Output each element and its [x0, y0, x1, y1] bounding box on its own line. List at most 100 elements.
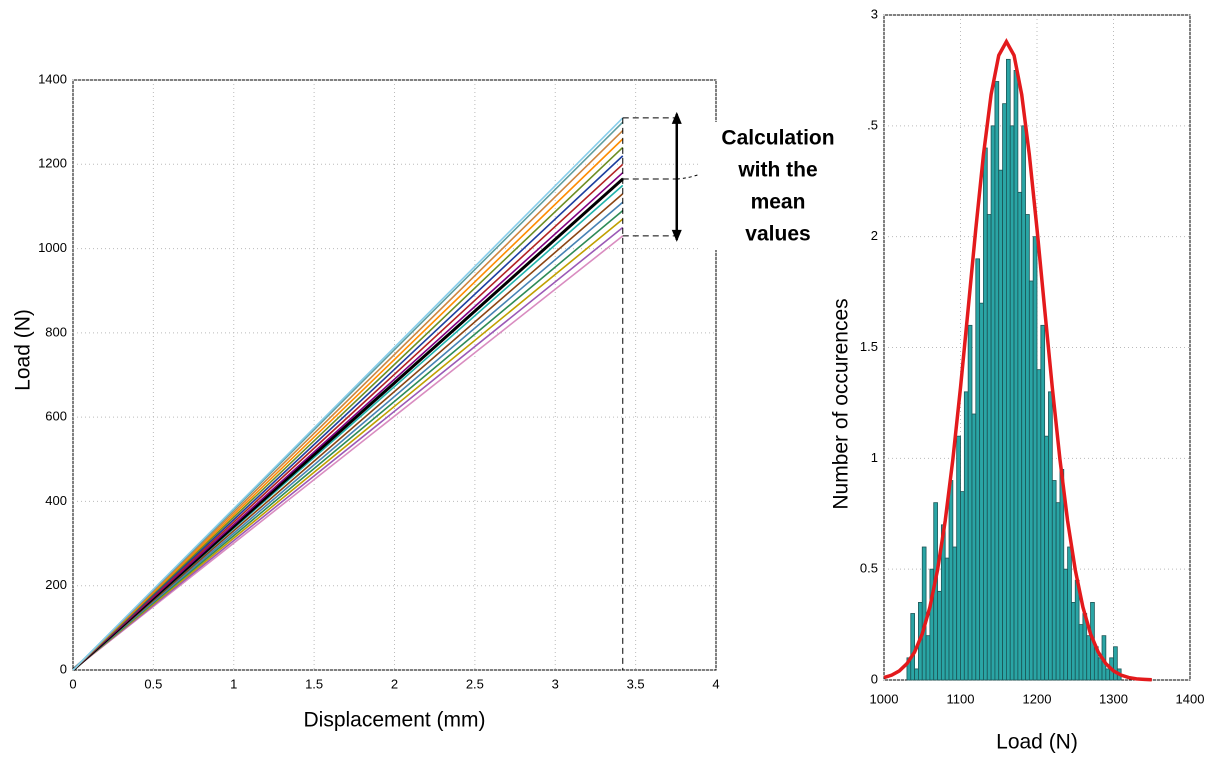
histogram-bar [937, 590, 942, 681]
y-tick-label: 1200 [38, 156, 67, 171]
data-line [72, 146, 624, 671]
x-tick-label: 0.5 [144, 676, 162, 691]
histogram-bar [1040, 324, 1046, 681]
histogram-bar [1021, 125, 1026, 681]
histogram-bar [1044, 435, 1049, 681]
histogram-bar [1025, 214, 1030, 681]
y-tick-label: 600 [45, 409, 67, 424]
histogram-bar [1013, 70, 1019, 681]
histogram-bar [944, 557, 950, 681]
fit-curve [883, 38, 1152, 682]
data-line [72, 117, 624, 671]
y-tick-label: 0.5 [860, 561, 878, 576]
histogram-bar [1006, 58, 1011, 681]
x-tick-label: 2.5 [466, 676, 484, 691]
x-tick-label: 3 [552, 676, 559, 691]
histogram-bar [1063, 568, 1069, 681]
histogram-bar [971, 413, 977, 681]
data-line [72, 210, 624, 671]
x-tick-label: 1000 [870, 691, 899, 706]
histogram-bar [994, 81, 1000, 681]
x-tick-label: 1300 [1099, 691, 1128, 706]
y-tick-label: 3 [871, 6, 878, 21]
y-tick-label: 1.5 [860, 339, 878, 354]
y-tick-label: 200 [45, 577, 67, 592]
y-tick-label: 1400 [38, 71, 67, 86]
y-tick-label: 0 [60, 661, 67, 676]
histogram-bar [960, 491, 965, 681]
histogram-bar [1067, 546, 1072, 681]
histogram-bar [952, 546, 958, 681]
annotation: Calculation [721, 127, 834, 150]
histogram-bar [1028, 280, 1034, 681]
histogram-bar [990, 125, 996, 681]
histogram-bar [1048, 391, 1053, 681]
histogram-bar [925, 635, 931, 681]
histogram-bar [986, 214, 992, 681]
arrow-head [671, 229, 682, 242]
data-line [72, 235, 624, 671]
histogram-bar [1086, 635, 1091, 681]
histogram-bar [1055, 502, 1061, 681]
annotation: mean [751, 191, 806, 214]
histogram-bar [948, 480, 954, 681]
histogram-bar [998, 169, 1003, 681]
histogram-bar [1074, 579, 1080, 681]
histogram-bar [1051, 480, 1057, 681]
x-tick-label: 1400 [1176, 691, 1205, 706]
y-tick-label: 2 [871, 228, 878, 243]
data-line [72, 138, 624, 671]
y-tick-label: 400 [45, 493, 67, 508]
histogram-bar [956, 435, 961, 681]
x-tick-label: 1200 [1023, 691, 1052, 706]
histogram-bar [1009, 125, 1015, 681]
data-line [72, 193, 624, 671]
y-tick-label: 1000 [38, 240, 67, 255]
annotation: with the [737, 159, 817, 182]
histogram-bar [1017, 191, 1023, 681]
annotation: values [745, 223, 810, 246]
histogram-bar [967, 324, 973, 681]
y-tick-label: 0 [871, 671, 878, 686]
histogram-bar [914, 668, 919, 681]
x-axis-label: Load (N) [996, 731, 1078, 754]
y-axis-label: Load (N) [12, 309, 35, 391]
data-line [72, 226, 624, 671]
x-tick-label: 1.5 [305, 676, 323, 691]
histogram-bar [1113, 646, 1118, 681]
y-axis-label: Number of occurences [830, 298, 853, 509]
histogram-bar [921, 546, 927, 681]
x-axis-label: Displacement (mm) [303, 709, 485, 732]
histogram-bar [983, 147, 988, 681]
histogram-bar [910, 613, 916, 681]
data-line [72, 218, 624, 671]
histogram-bar [1071, 602, 1076, 681]
data-line [72, 172, 624, 671]
x-tick-label: 4 [712, 676, 719, 691]
x-tick-label: 2 [391, 676, 398, 691]
histogram-bar [1002, 103, 1007, 681]
y-tick-label: 800 [45, 324, 67, 339]
data-line [72, 129, 624, 671]
y-tick-label: .5 [867, 117, 878, 132]
histogram-bar [1059, 469, 1065, 681]
x-tick-label: 1100 [947, 691, 975, 706]
data-line [72, 155, 624, 671]
y-tick-label: 1 [871, 450, 878, 465]
data-line [72, 201, 624, 671]
x-tick-label: 3.5 [627, 676, 645, 691]
histogram-bar [979, 302, 984, 681]
annotation-bg [700, 122, 858, 250]
histogram-bar [975, 258, 981, 681]
histogram-bar [1105, 668, 1111, 681]
arrow-head [671, 111, 682, 124]
x-tick-label: 1 [230, 676, 237, 691]
histogram-bar [1032, 236, 1038, 681]
histogram-bar [1036, 369, 1042, 681]
histogram-bar [1097, 657, 1103, 681]
x-tick-label: 0 [69, 676, 76, 691]
data-line [72, 163, 624, 671]
histogram-bar [1078, 624, 1084, 681]
histogram-bar [963, 391, 969, 681]
